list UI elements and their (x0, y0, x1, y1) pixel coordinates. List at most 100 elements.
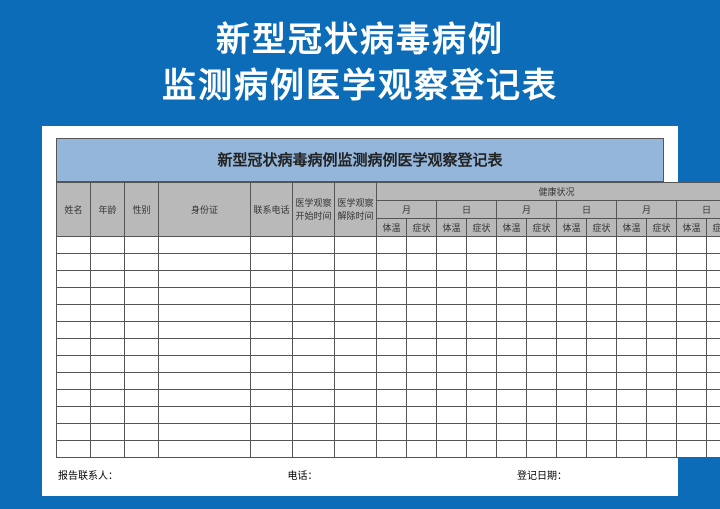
table-cell (159, 321, 251, 338)
table-cell (557, 321, 587, 338)
table-cell (617, 287, 647, 304)
table-cell (467, 338, 497, 355)
table-cell (497, 440, 527, 457)
table-cell (587, 389, 617, 406)
table-cell (707, 253, 720, 270)
table-cell (467, 304, 497, 321)
table-cell (497, 338, 527, 355)
table-cell (647, 406, 677, 423)
table-cell (557, 236, 587, 253)
table-cell (159, 372, 251, 389)
table-cell (407, 389, 437, 406)
table-cell (497, 236, 527, 253)
table-cell (527, 270, 557, 287)
table-cell (467, 287, 497, 304)
table-cell (557, 440, 587, 457)
col-temp: 体温 (377, 218, 407, 236)
table-cell (497, 321, 527, 338)
table-cell (57, 389, 91, 406)
table-body (57, 236, 720, 457)
table-cell (125, 253, 159, 270)
table-cell (335, 270, 377, 287)
table-cell (125, 338, 159, 355)
table-cell (647, 270, 677, 287)
table-cell (91, 253, 125, 270)
table-cell (557, 338, 587, 355)
table-cell (125, 304, 159, 321)
table-cell (159, 406, 251, 423)
table-cell (617, 406, 647, 423)
table-cell (437, 253, 467, 270)
table-cell (293, 355, 335, 372)
table-cell (91, 389, 125, 406)
table-cell (617, 423, 647, 440)
table-cell (377, 355, 407, 372)
table-cell (335, 440, 377, 457)
table-cell (377, 321, 407, 338)
footer-reporter: 报告联系人： (58, 467, 288, 482)
table-cell (159, 389, 251, 406)
table-cell (293, 406, 335, 423)
table-cell (707, 236, 720, 253)
table-cell (437, 406, 467, 423)
table-cell (293, 304, 335, 321)
table-cell (125, 372, 159, 389)
table-cell (677, 236, 707, 253)
table-cell (125, 236, 159, 253)
col-month: 月 (497, 200, 557, 218)
table-cell (707, 440, 720, 457)
table-cell (407, 270, 437, 287)
table-cell (497, 423, 527, 440)
table-cell (125, 287, 159, 304)
table-cell (91, 236, 125, 253)
col-name: 姓名 (57, 182, 91, 236)
table-cell (335, 253, 377, 270)
table-cell (527, 236, 557, 253)
table-cell (407, 372, 437, 389)
table-cell (437, 287, 467, 304)
table-cell (159, 338, 251, 355)
col-month: 月 (377, 200, 437, 218)
table-cell (617, 355, 647, 372)
table-cell (57, 372, 91, 389)
table-cell (647, 423, 677, 440)
col-id: 身份证 (159, 182, 251, 236)
table-row (57, 440, 720, 457)
table-cell (617, 304, 647, 321)
table-cell (467, 423, 497, 440)
table-cell (57, 338, 91, 355)
table-cell (707, 423, 720, 440)
table-cell (707, 287, 720, 304)
table-cell (587, 304, 617, 321)
col-temp: 体温 (557, 218, 587, 236)
table-cell (617, 236, 647, 253)
table-cell (335, 321, 377, 338)
table-cell (647, 372, 677, 389)
table-cell (125, 355, 159, 372)
table-cell (407, 304, 437, 321)
table-cell (159, 423, 251, 440)
table-cell (587, 355, 617, 372)
table-cell (497, 304, 527, 321)
table-cell (707, 321, 720, 338)
table-cell (677, 321, 707, 338)
table-cell (57, 321, 91, 338)
table-cell (251, 406, 293, 423)
col-day: 日 (437, 200, 497, 218)
table-cell (467, 253, 497, 270)
table-row (57, 389, 720, 406)
table-cell (557, 355, 587, 372)
table-cell (57, 287, 91, 304)
table-cell (617, 389, 647, 406)
title-line-2: 监测病例医学观察登记表 (162, 64, 558, 110)
table-cell (677, 338, 707, 355)
title-line-1: 新型冠状病毒病例 (162, 18, 558, 64)
table-cell (407, 236, 437, 253)
table-cell (677, 304, 707, 321)
table-header: 姓名 年龄 性别 身份证 联系电话 医学观察开始时间 医学观察解除时间 健康状况… (57, 182, 720, 236)
col-sex: 性别 (125, 182, 159, 236)
table-cell (707, 304, 720, 321)
table-cell (557, 389, 587, 406)
table-cell (293, 423, 335, 440)
table-cell (125, 406, 159, 423)
